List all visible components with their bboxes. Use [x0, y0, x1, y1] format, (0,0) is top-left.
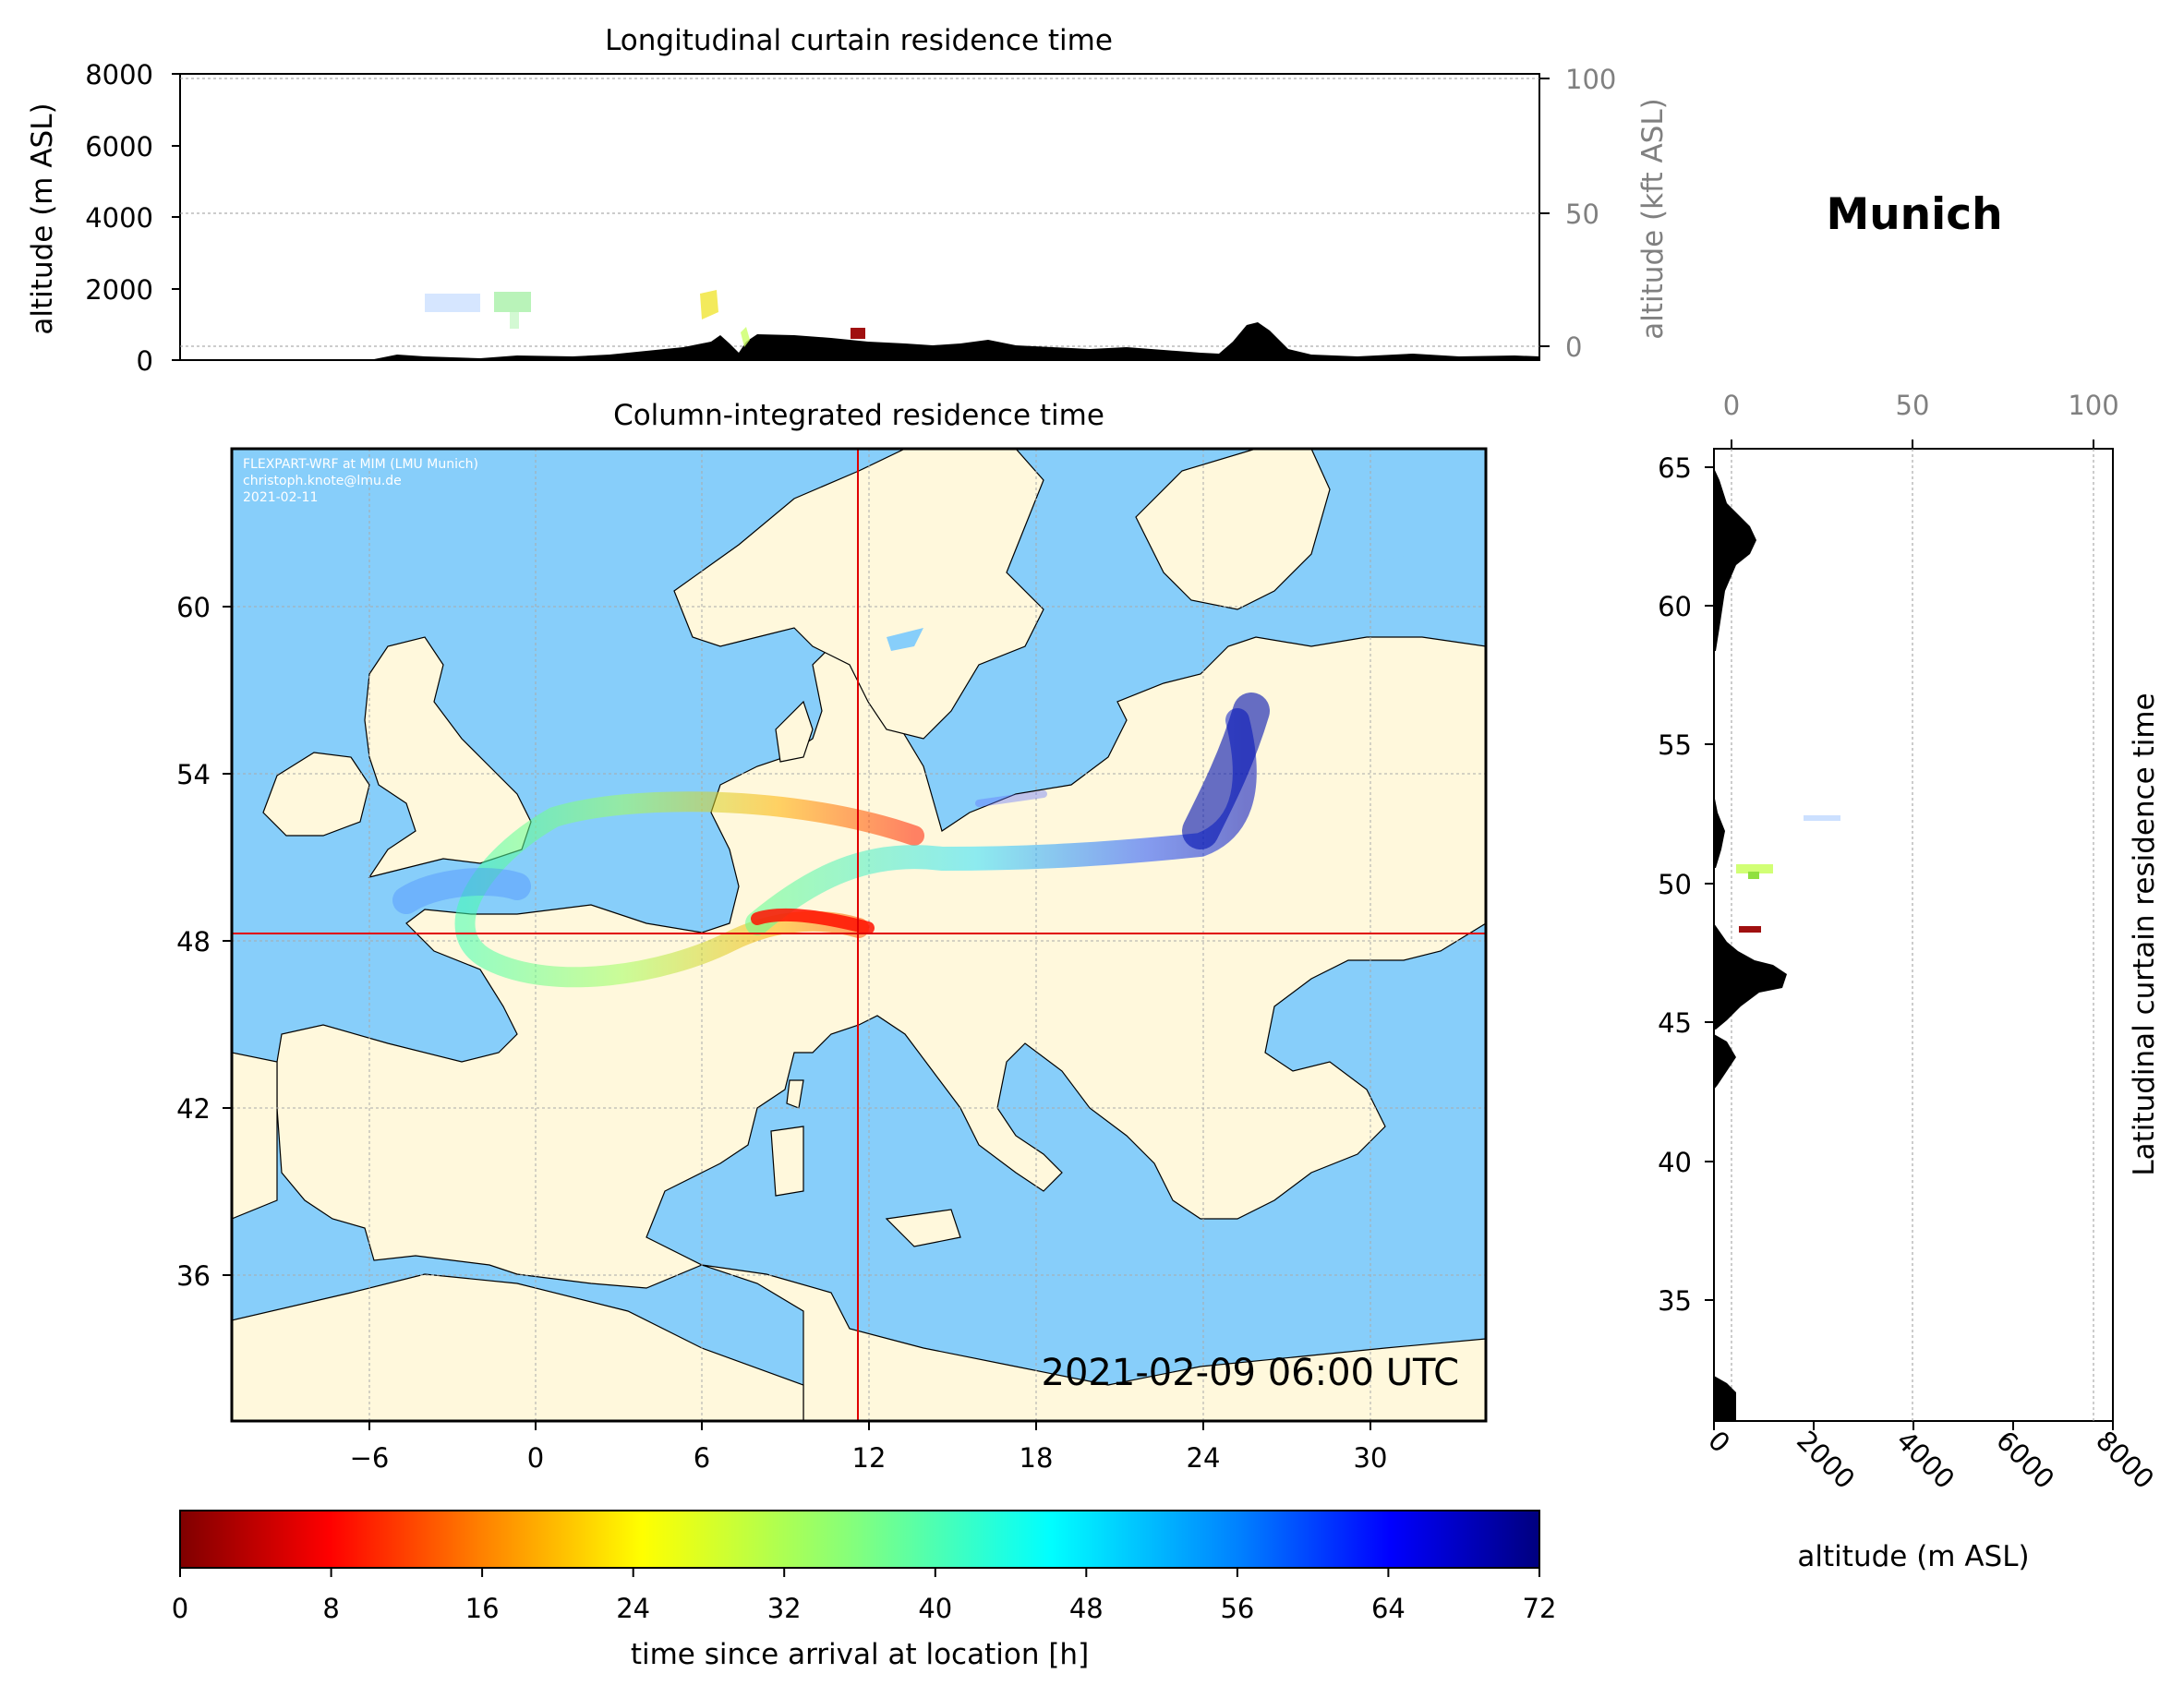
side-ytick-label: 45 — [1658, 1007, 1692, 1039]
map-panel-title: Column-integrated residence time — [613, 399, 1104, 432]
lake — [1367, 554, 1441, 600]
top-ytick-label: 0 — [137, 345, 153, 377]
side-bottom-xtick-label: 0 — [1702, 1425, 1736, 1459]
colorbar-tick-label: 48 — [1069, 1593, 1104, 1624]
lake — [887, 628, 923, 651]
map-ytick-label: 36 — [176, 1260, 211, 1292]
top-right-ytick-label: 50 — [1565, 199, 1599, 230]
top-ytick-label: 8000 — [85, 59, 153, 90]
credit-text: FLEXPART-WRF at MIM (LMU Munich) christo… — [243, 457, 478, 505]
side-ytick-label: 60 — [1658, 591, 1692, 622]
top-ytick-label: 2000 — [85, 274, 153, 306]
column-integrated-map-panel: Column-integrated residence time — [176, 399, 1488, 1474]
top-ytick-label: 6000 — [85, 131, 153, 163]
side-right-ylabel: Latitudinal curtain residence time — [2128, 692, 2161, 1175]
credit-line: FLEXPART-WRF at MIM (LMU Munich) — [243, 457, 478, 472]
map-yticks: 36 42 48 54 60 — [176, 592, 232, 1292]
side-ytick-label: 55 — [1658, 729, 1692, 761]
latitudinal-curtain-panel: 35 40 45 50 55 60 65 0 50 100 0 2000 400… — [1658, 390, 2161, 1573]
colorbar-tick-label: 32 — [767, 1593, 802, 1624]
map-ytick-label: 48 — [176, 926, 211, 957]
side-bottom-xtick-label: 6000 — [1990, 1425, 2060, 1495]
residence-plume — [392, 692, 1270, 988]
top-ytick-label: 4000 — [85, 202, 153, 234]
colorbar-tick-label: 72 — [1523, 1593, 1557, 1624]
side-bottom-xtick-label: 2000 — [1791, 1425, 1861, 1495]
map-ytick-label: 60 — [176, 592, 211, 623]
side-panel-gridlines — [1731, 449, 2094, 1421]
top-right-yticks: 0 50 100 — [1539, 64, 1616, 363]
colorbar-ticks — [179, 1568, 1540, 1577]
colorbar-tick-label: 16 — [465, 1593, 500, 1624]
side-bottom-xtick-label: 4000 — [1890, 1425, 1961, 1495]
side-panel-frame — [1713, 448, 2114, 1422]
top-right-ytick-label: 0 — [1565, 331, 1582, 363]
map-ytick-label: 54 — [176, 759, 211, 790]
top-residence-patches — [425, 290, 865, 347]
colorbar-label: time since arrival at location [h] — [631, 1638, 1089, 1671]
longitudinal-curtain-panel: Longitudinal curtain residence time 0 20… — [26, 24, 1670, 377]
timestamp-label: 2021-02-09 06:00 UTC — [1042, 1352, 1459, 1394]
top-panel-title: Longitudinal curtain residence time — [605, 24, 1113, 57]
side-residence-patches — [1736, 815, 1840, 933]
colorbar-tick-label: 56 — [1220, 1593, 1254, 1624]
side-top-xtick-label: 100 — [2068, 390, 2118, 421]
top-right-ytick-label: 100 — [1565, 64, 1616, 95]
colorbar-tick-label: 64 — [1371, 1593, 1406, 1624]
colorbar-tick-label: 0 — [172, 1593, 188, 1624]
side-top-xticks: 0 50 100 — [1723, 390, 2119, 449]
side-ytick-label: 50 — [1658, 869, 1692, 900]
colorbar-gradient — [179, 1510, 1540, 1569]
credit-line: 2021-02-11 — [243, 490, 318, 505]
side-ytick-label: 35 — [1658, 1285, 1692, 1317]
map-xtick-label: 30 — [1354, 1442, 1388, 1474]
colorbar: 0 8 16 24 32 40 48 56 64 72 time since a… — [172, 1510, 1557, 1671]
colorbar-tick-label: 40 — [918, 1593, 952, 1624]
top-terrain-profile — [180, 322, 1539, 360]
map-xtick-label: 18 — [1020, 1442, 1054, 1474]
map-frame — [230, 447, 1488, 1423]
station-title: Munich — [1826, 189, 2002, 240]
map-xtick-label: 6 — [694, 1442, 710, 1474]
side-xlabel: altitude (m ASL) — [1797, 1540, 2029, 1573]
side-top-xtick-label: 50 — [1896, 390, 1930, 421]
top-right-ylabel: altitude (kft ASL) — [1636, 98, 1670, 339]
top-left-yticks: 0 2000 4000 6000 8000 — [85, 59, 180, 377]
colorbar-tick-label: 8 — [322, 1593, 339, 1624]
side-top-xtick-label: 0 — [1723, 390, 1740, 421]
map-xtick-label: 0 — [527, 1442, 544, 1474]
credit-line: christoph.knote@lmu.de — [243, 474, 402, 488]
side-bottom-xticks: 0 2000 4000 6000 8000 — [1702, 1421, 2160, 1495]
colorbar-tick-label: 24 — [616, 1593, 650, 1624]
map-xticks: −6 0 6 12 18 24 30 — [350, 1421, 1388, 1474]
top-panel-gridlines — [180, 78, 1539, 347]
top-panel-frame — [179, 73, 1540, 361]
map-xtick-label: −6 — [350, 1442, 390, 1474]
top-left-ylabel: altitude (m ASL) — [26, 102, 59, 334]
side-bottom-xtick-label: 8000 — [2090, 1425, 2160, 1495]
release-location-crosshair — [232, 449, 1486, 1421]
map-xtick-label: 24 — [1187, 1442, 1221, 1474]
side-terrain-profile — [1714, 468, 1787, 1421]
map-xtick-label: 12 — [852, 1442, 887, 1474]
side-ytick-label: 40 — [1658, 1147, 1692, 1178]
side-yticks: 35 40 45 50 55 60 65 — [1658, 452, 1714, 1317]
map-ytick-label: 42 — [176, 1093, 211, 1125]
side-ytick-label: 65 — [1658, 452, 1692, 484]
